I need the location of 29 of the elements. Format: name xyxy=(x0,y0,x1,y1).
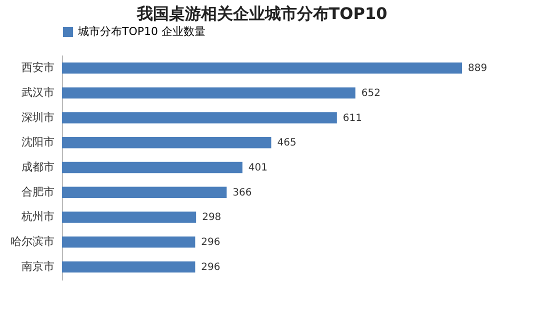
bar xyxy=(62,87,356,99)
data-label: 366 xyxy=(232,187,252,198)
bar xyxy=(62,137,272,148)
data-label: 296 xyxy=(201,237,220,248)
bar xyxy=(62,62,462,74)
data-label: 296 xyxy=(201,262,220,273)
y-tick-label: 武汉市 xyxy=(22,86,54,99)
bar xyxy=(62,261,196,273)
bar xyxy=(62,112,337,124)
bar xyxy=(62,212,196,223)
y-tick-label: 成都市 xyxy=(22,160,54,174)
data-label: 889 xyxy=(468,63,488,74)
y-tick-label: 杭州市 xyxy=(20,210,54,224)
y-tick-label: 西安市 xyxy=(22,61,54,74)
bar xyxy=(62,186,227,198)
bar xyxy=(62,236,196,248)
data-label: 611 xyxy=(342,112,362,124)
y-tick-label: 哈尔滨市 xyxy=(10,235,54,248)
bar xyxy=(62,162,242,174)
y-tick-label: 南京市 xyxy=(22,260,54,273)
data-label: 401 xyxy=(248,162,268,174)
chart-title: 我国桌游相关企业城市分布TOP10 xyxy=(136,4,388,23)
y-tick-label: 合肥市 xyxy=(22,185,54,198)
data-label: 465 xyxy=(277,138,296,149)
y-tick-label: 沈阳市 xyxy=(22,136,54,149)
data-label: 652 xyxy=(361,88,380,99)
data-label: 298 xyxy=(202,212,222,224)
legend-label: 城市分布TOP10 企业数量 xyxy=(77,25,206,38)
y-tick-label: 深圳市 xyxy=(22,110,54,124)
